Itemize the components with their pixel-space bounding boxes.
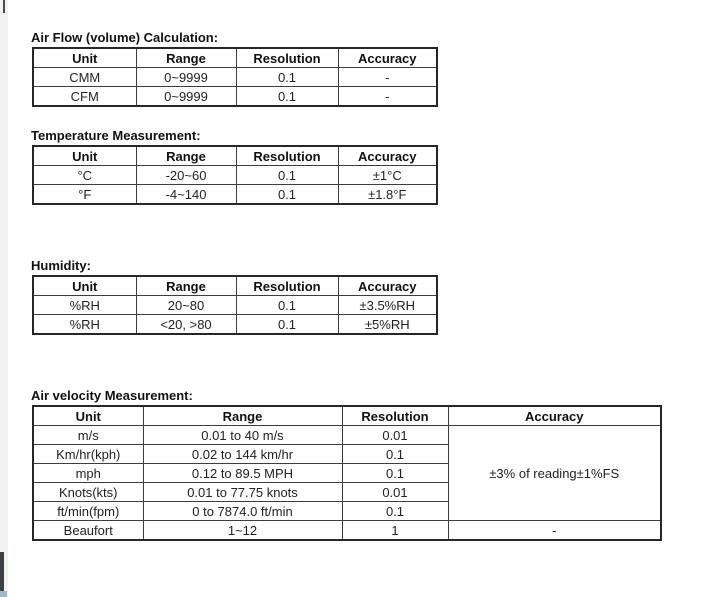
table-header-row: Unit Range Resolution Accuracy [32, 405, 662, 426]
table-cell: 0~9999 [135, 86, 237, 107]
table-cell: 0.02 to 144 km/hr [142, 444, 343, 464]
table-cell: -4~140 [135, 184, 237, 205]
window-edge-fragment-bottom [0, 552, 4, 591]
table-cell: 1~12 [142, 520, 343, 541]
table-cell: ±1.8°F [337, 184, 438, 205]
table-row: °C -20~60 0.1 ±1°C [32, 165, 438, 185]
column-header: Accuracy [337, 47, 438, 68]
table-cell: 0.1 [341, 501, 449, 521]
table-cell: 1 [341, 520, 449, 541]
table-row: m/s 0.01 to 40 m/s 0.01 ±3% of reading±1… [32, 425, 662, 521]
table-row: CMM 0~9999 0.1 - [32, 67, 438, 87]
table-cell: m/s [32, 425, 144, 445]
table-cell: CMM [32, 67, 137, 87]
section-air-velocity: Air velocity Measurement: Unit Range Res… [31, 389, 662, 541]
table-cell: 0.1 [235, 86, 339, 107]
section-heading: Air Flow (volume) Calculation: [31, 30, 219, 45]
table-cell: 0.01 [341, 425, 449, 445]
table-cell: %RH [32, 314, 137, 335]
column-header: Range [135, 275, 237, 296]
column-header: Resolution [341, 405, 449, 426]
table-row: ft/min(fpm) 0 to 7874.0 ft/min 0.1 [32, 501, 661, 521]
table-header-row: Unit Range Resolution Accuracy [32, 145, 438, 166]
table-cell: 0.01 [341, 482, 449, 502]
table-cell: 0.01 to 77.75 knots [142, 482, 343, 502]
table-cell: ±3.5%RH [337, 295, 438, 315]
air-velocity-table: Unit Range Resolution Accuracy m/s 0.01 … [32, 405, 662, 541]
section-heading: Air velocity Measurement: [31, 388, 193, 403]
table-cell: - [447, 520, 662, 541]
table-cell: 0.12 to 89.5 MPH [142, 463, 343, 483]
table-cell: 0.1 [235, 314, 339, 335]
table-cell: 0.1 [235, 184, 339, 205]
column-header: Accuracy [337, 145, 438, 166]
table-row: %RH 20~80 0.1 ±3.5%RH [32, 295, 438, 315]
left-edge-strip [0, 0, 8, 597]
table-cell: -20~60 [135, 165, 237, 185]
column-header: Range [135, 145, 237, 166]
table-cell: 0.1 [235, 67, 339, 87]
table-header-row: Unit Range Resolution Accuracy [32, 47, 438, 68]
table-cell: mph [32, 463, 144, 483]
table-header-row: Unit Range Resolution Accuracy [32, 275, 438, 296]
column-header: Accuracy [337, 275, 438, 296]
table-row: °F -4~140 0.1 ±1.8°F [32, 184, 438, 205]
table-cell: - [337, 67, 438, 87]
column-header: Resolution [235, 145, 339, 166]
table-cell: 0.1 [235, 165, 339, 185]
table-cell: %RH [32, 295, 137, 315]
table-cell: °C [32, 165, 137, 185]
table-cell: Km/hr(kph) [32, 444, 144, 464]
section-air-flow: Air Flow (volume) Calculation: Unit Rang… [31, 31, 438, 107]
table-row: CFM 0~9999 0.1 - [32, 86, 438, 107]
column-header: Unit [32, 47, 137, 68]
section-heading: Temperature Measurement: [31, 128, 201, 143]
table-row: Beaufort 1~12 1 - [32, 520, 662, 541]
table-cell: 20~80 [135, 295, 237, 315]
table-cell: Knots(kts) [32, 482, 144, 502]
column-header: Unit [32, 145, 137, 166]
section-heading: Humidity: [31, 258, 91, 273]
table-cell: - [337, 86, 438, 107]
humidity-table: Unit Range Resolution Accuracy %RH 20~80… [32, 275, 438, 335]
temperature-table: Unit Range Resolution Accuracy °C -20~60… [32, 145, 438, 205]
column-header: Resolution [235, 275, 339, 296]
section-temperature: Temperature Measurement: Unit Range Reso… [31, 129, 438, 205]
table-cell: ±5%RH [337, 314, 438, 335]
table-cell: °F [32, 184, 137, 205]
section-humidity: Humidity: Unit Range Resolution Accuracy… [31, 259, 438, 335]
table-cell: ft/min(fpm) [32, 501, 144, 521]
window-edge-fragment-top [3, 0, 5, 13]
merged-accuracy-cell: ±3% of reading±1%FS [447, 425, 662, 521]
table-cell: 0~9999 [135, 67, 237, 87]
table-cell: CFM [32, 86, 137, 107]
air-flow-table: Unit Range Resolution Accuracy CMM 0~999… [32, 47, 438, 107]
column-header: Range [142, 405, 343, 426]
column-header: Resolution [235, 47, 339, 68]
table-cell: 0.1 [235, 295, 339, 315]
table-cell: 0 to 7874.0 ft/min [142, 501, 343, 521]
table-row: %RH <20, >80 0.1 ±5%RH [32, 314, 438, 335]
table-cell: 0.1 [341, 463, 449, 483]
table-cell: Beaufort [32, 520, 144, 541]
table-cell: 0.01 to 40 m/s [142, 425, 343, 445]
table-row: mph 0.12 to 89.5 MPH 0.1 [32, 463, 661, 483]
taskbar-fragment [0, 591, 7, 597]
column-header: Unit [32, 405, 144, 426]
column-header: Range [135, 47, 237, 68]
column-header: Unit [32, 275, 137, 296]
table-cell: ±1°C [337, 165, 438, 185]
column-header: Accuracy [447, 405, 662, 426]
table-cell: 0.1 [341, 444, 449, 464]
table-cell: <20, >80 [135, 314, 237, 335]
